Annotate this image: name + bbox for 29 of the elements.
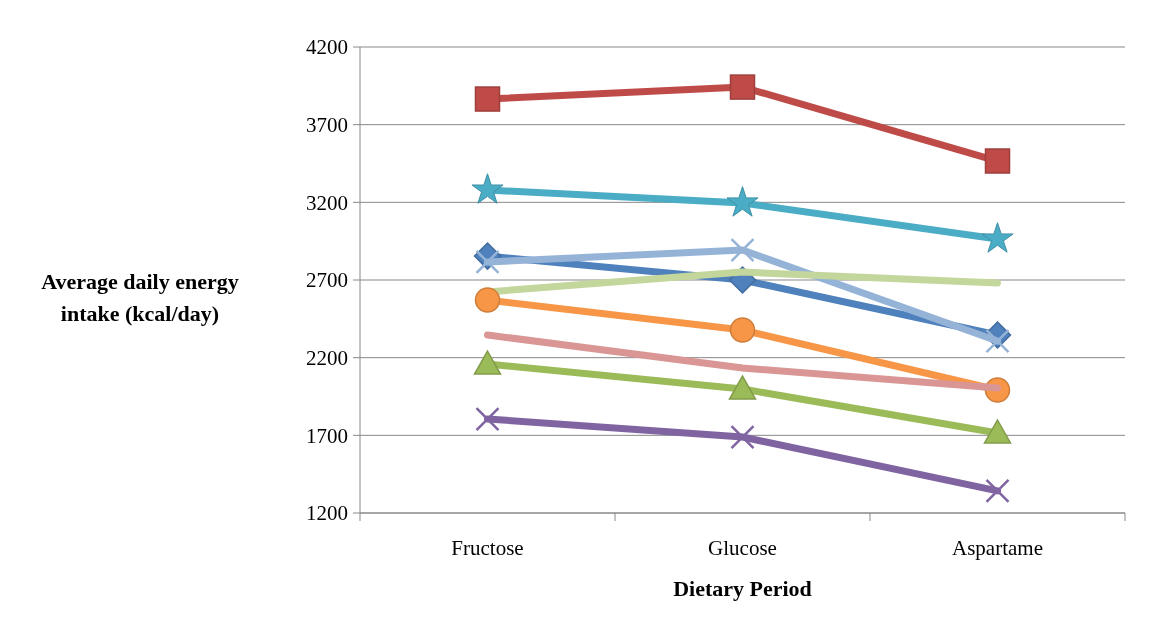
point	[473, 350, 502, 375]
point	[985, 328, 1010, 354]
y-tick-label: 4200	[306, 35, 348, 60]
point	[474, 86, 501, 112]
x-tick-label: Fructose	[451, 536, 524, 560]
point	[730, 424, 755, 450]
point	[985, 478, 1010, 504]
point	[981, 222, 1014, 253]
point	[726, 186, 759, 217]
y-tick-label: 2200	[306, 346, 348, 371]
point	[475, 249, 500, 275]
y-axis-title: Average daily energy intake (kcal/day)	[41, 269, 239, 326]
point	[728, 375, 757, 400]
x-axis-title: Dietary Period	[673, 576, 812, 601]
y-tick-label: 3200	[306, 190, 348, 215]
point	[475, 406, 500, 432]
y-tick-label: 1700	[306, 423, 348, 448]
point	[474, 287, 501, 313]
point	[729, 317, 756, 343]
x-tick-label: Glucose	[708, 536, 777, 560]
y-tick-label: 1200	[306, 501, 348, 526]
point	[729, 74, 756, 100]
x-tick-label: Aspartame	[952, 536, 1043, 560]
y-tick-label: 3700	[306, 113, 348, 138]
point	[984, 148, 1011, 174]
point	[471, 173, 504, 204]
point	[730, 237, 755, 263]
point	[983, 419, 1012, 444]
y-tick-label: 2700	[306, 268, 348, 293]
